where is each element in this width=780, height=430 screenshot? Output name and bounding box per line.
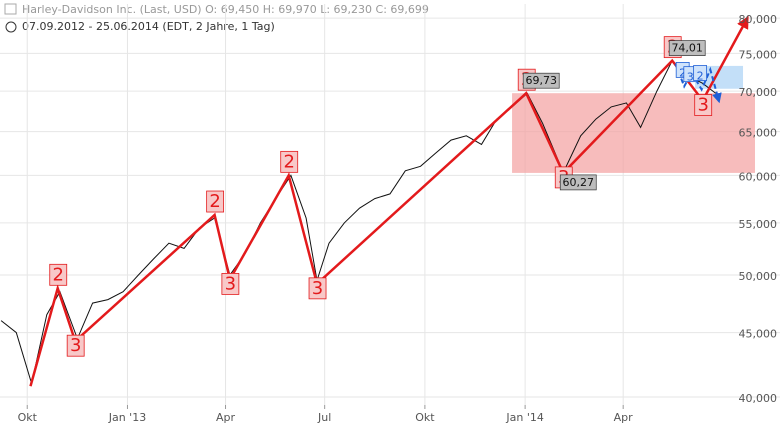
wave-label-box xyxy=(206,190,225,213)
wave-label-box xyxy=(49,263,68,286)
x-tick-label: Apr xyxy=(614,411,634,424)
wave-label-text: 3 xyxy=(697,95,708,116)
wave-label-text: 2 xyxy=(283,151,294,172)
y-tick-label: 70,000 xyxy=(739,86,778,99)
wave-label-text: 2 xyxy=(53,264,64,285)
wave-label-text: 2 xyxy=(697,70,704,83)
y-tick-label: 75,000 xyxy=(739,48,778,61)
wave-label-text: 3 xyxy=(225,273,236,294)
wave-label-text: 3 xyxy=(70,335,81,356)
wave-label-box xyxy=(221,273,240,295)
wave-label: 2 xyxy=(49,263,68,286)
y-tick-label: 50,000 xyxy=(739,270,778,283)
chart-subtitle: 07.09.2012 - 25.06.2014 (EDT, 2 Jahre, 1… xyxy=(22,20,275,33)
wave-label: 2 xyxy=(693,65,708,83)
wave-label-text: 3 xyxy=(687,71,694,84)
wave-label-box xyxy=(693,65,708,81)
y-tick-label: 60,000 xyxy=(739,170,778,183)
value-label-box xyxy=(668,40,706,56)
wave-label-box xyxy=(280,150,299,173)
wave-label: 3 xyxy=(694,94,713,116)
wave-label-text: 2 xyxy=(679,66,686,79)
y-tick-label: 45,000 xyxy=(739,328,778,341)
wave-label-text: 2 xyxy=(209,191,220,212)
wave-label: 2 xyxy=(206,190,225,213)
wave-label: 3 xyxy=(66,334,85,357)
value-label-text: 69,73 xyxy=(525,74,557,87)
x-tick-label: Okt xyxy=(18,411,38,424)
y-tick-label: 55,000 xyxy=(739,218,778,231)
value-label: 60,27 xyxy=(559,174,597,191)
x-tick-label: Okt xyxy=(415,411,435,424)
y-tick-label: 80,000 xyxy=(739,13,778,26)
x-tick-label: Apr xyxy=(216,411,236,424)
wave-label-box xyxy=(694,94,713,116)
range-box xyxy=(695,65,744,89)
price-line xyxy=(0,59,717,386)
x-tick-label: Jul xyxy=(317,411,331,424)
y-tick-label: 65,000 xyxy=(739,127,778,140)
wave-line xyxy=(29,15,749,387)
wave-label-box xyxy=(66,334,85,357)
wave-label: 2 xyxy=(280,150,299,173)
x-tick-label: Jan '14 xyxy=(505,411,543,424)
y-tick-label: 40,000 xyxy=(739,392,778,405)
wave-label: 3 xyxy=(221,273,240,295)
value-label-text: 60,27 xyxy=(563,176,595,189)
logo-icon xyxy=(4,3,17,15)
wave-label: 3 xyxy=(308,277,327,300)
value-label: 69,73 xyxy=(522,72,560,89)
wave-label-box xyxy=(308,277,327,300)
range-box xyxy=(512,93,755,173)
value-label-box xyxy=(522,72,560,89)
value-label-text: 74,01 xyxy=(671,42,703,55)
wave-label-text: 3 xyxy=(312,278,323,299)
clock-icon xyxy=(5,21,17,33)
value-label: 74,01 xyxy=(668,40,706,56)
x-tick-label: Jan '13 xyxy=(108,411,146,424)
value-label-box xyxy=(559,174,597,191)
